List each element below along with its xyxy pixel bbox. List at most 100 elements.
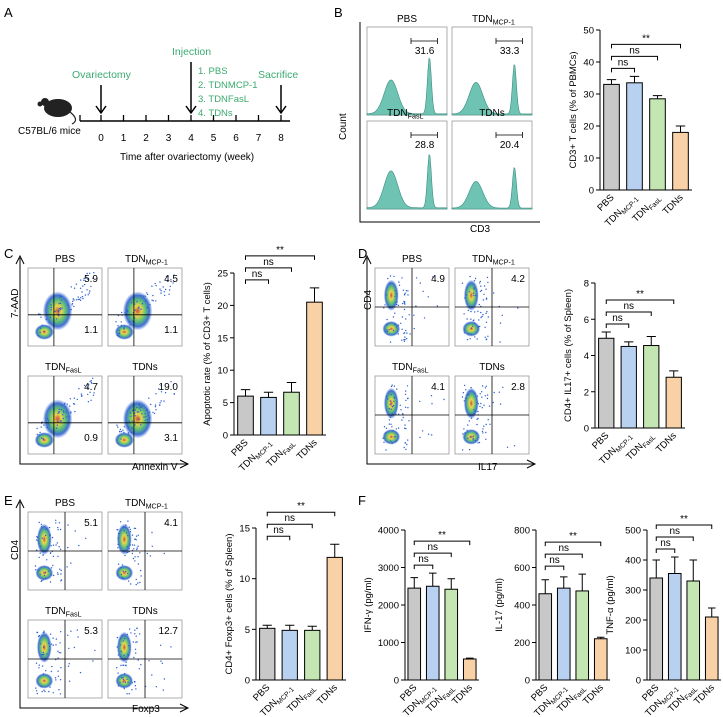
bar xyxy=(575,590,590,681)
dotplot-event xyxy=(392,316,395,318)
dotplot-event xyxy=(390,385,393,388)
dotplot-event xyxy=(473,288,475,290)
dotplot-event xyxy=(121,311,123,314)
dotplot-event xyxy=(55,638,58,640)
dotplot-event xyxy=(158,404,161,406)
dotplot-event xyxy=(390,408,392,410)
dotplot-event xyxy=(89,380,91,383)
dotplot-event xyxy=(87,393,89,396)
dotplot-event xyxy=(134,409,137,411)
y-tick-label: 4 xyxy=(584,351,589,362)
dotplot-event xyxy=(36,631,38,634)
timeline-tick-label: 8 xyxy=(278,133,284,144)
dotplot-event xyxy=(127,426,130,428)
dotplot-event xyxy=(121,564,124,566)
dotplot-event xyxy=(470,333,473,335)
dotplot-event xyxy=(137,563,139,565)
dotplot-event xyxy=(134,556,136,558)
dotplot-event xyxy=(128,628,131,630)
dotplot-event xyxy=(478,319,480,321)
dotplot-event xyxy=(488,405,491,407)
dotplot-event xyxy=(117,426,119,428)
dotplot-event xyxy=(118,335,120,337)
significance-label: ns xyxy=(618,57,629,68)
error-bar xyxy=(707,607,716,617)
dotplot-event xyxy=(406,397,409,400)
dotplot-event xyxy=(479,280,481,283)
dotplot-event xyxy=(65,411,67,413)
dotplot-event xyxy=(160,290,162,292)
dotplot-event xyxy=(483,285,486,287)
flowc-xlabel: Annexin V xyxy=(132,462,178,473)
dotplot-event xyxy=(49,686,51,688)
significance-bracket xyxy=(245,255,315,260)
dotplot-event xyxy=(57,555,59,557)
dotplot-density xyxy=(463,279,479,311)
x-tick-label: TDNs xyxy=(295,437,320,462)
dotplot-event xyxy=(59,308,62,311)
dotplot-event xyxy=(92,277,94,279)
dotplot-event xyxy=(134,629,136,631)
dotplot-event xyxy=(129,324,131,326)
dotplot-event xyxy=(67,524,69,526)
error-bar xyxy=(652,95,663,99)
significance-label: ns xyxy=(418,554,429,565)
group-item-3: 3. TDNFasL xyxy=(198,94,249,105)
dotplot-density xyxy=(115,565,134,581)
dotplot-density xyxy=(462,321,481,337)
dotplot-event xyxy=(133,656,135,659)
dotplot-event xyxy=(402,302,404,305)
significance-bracket xyxy=(266,511,336,517)
y-tick-label: 400 xyxy=(514,601,530,612)
timeline-tick-label: 3 xyxy=(166,133,172,144)
dotplot-event xyxy=(148,411,151,413)
dotplot-event xyxy=(80,393,83,395)
dotplot-event xyxy=(131,428,133,430)
y-tick-label: 100 xyxy=(625,646,641,657)
dotplot-axes xyxy=(19,258,188,465)
dotplot-event xyxy=(39,327,42,329)
dotplot-event xyxy=(397,427,400,429)
dotplot-event xyxy=(39,331,41,334)
dotplot-event xyxy=(473,409,475,411)
dotplot-event xyxy=(38,664,40,666)
dotplot-event xyxy=(77,296,79,298)
dotplot-event xyxy=(473,280,476,282)
dotplot-event xyxy=(42,646,45,648)
dotplot-event xyxy=(499,403,502,405)
dotplot-event xyxy=(405,318,407,320)
dotplot-event xyxy=(36,539,38,541)
dotplot-event xyxy=(384,304,386,306)
dotplot-event xyxy=(421,430,424,432)
bar xyxy=(672,131,689,191)
dotplot-event xyxy=(85,277,88,279)
dotplot-event xyxy=(485,339,487,341)
error-bar xyxy=(330,543,340,558)
dotplot-event xyxy=(86,289,88,291)
bar xyxy=(538,593,553,681)
dotplot-density xyxy=(42,399,73,439)
dotplot-event xyxy=(466,429,468,432)
dotplot-title: TDNMCP-1 xyxy=(125,254,168,267)
dotplot-event xyxy=(120,430,123,433)
dotplot-event xyxy=(390,423,392,425)
dotplot-event xyxy=(144,295,146,297)
significance-bracket xyxy=(544,541,602,547)
dotplot-density xyxy=(462,429,481,445)
dotplot-event xyxy=(136,627,138,630)
dotplot-event xyxy=(38,521,40,524)
dotplot-event xyxy=(123,426,126,428)
y-tick-label: 300 xyxy=(625,586,641,597)
dotplot-event xyxy=(392,329,395,332)
dotplot-event xyxy=(403,332,405,335)
dotplot-event xyxy=(48,322,51,324)
dotplot-event xyxy=(123,654,125,657)
dotplot-event xyxy=(151,531,153,534)
dotplot-event xyxy=(401,419,403,421)
dotplot-event xyxy=(469,275,471,278)
dotplot-event xyxy=(59,420,62,422)
quadrant-value: 3.1 xyxy=(164,433,178,444)
flowd-ylabel: CD4 xyxy=(363,290,374,310)
dotplot-event xyxy=(119,521,122,523)
